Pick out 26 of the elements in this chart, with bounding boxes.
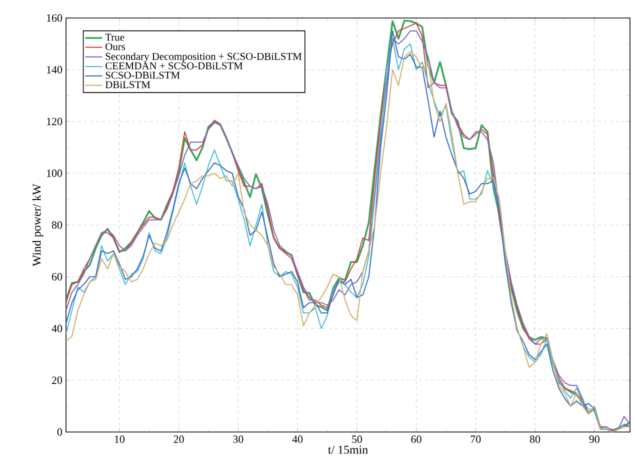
y-tick-label: 100 — [47, 170, 62, 177]
x-tick-label: 10 — [114, 436, 124, 443]
y-tick-label: 140 — [47, 66, 62, 74]
x-tick-label: 80 — [530, 436, 540, 443]
legend-label: Secondary Decomposition + SCSO-DBiLSTM — [106, 52, 302, 62]
x-tick-label: 50 — [352, 436, 362, 443]
y-tick-label: 60 — [52, 273, 62, 280]
y-tick-label: 40 — [52, 324, 62, 332]
y-tick-label: 20 — [52, 376, 62, 384]
legend-label: CEEMDAN + SCSO-DBiLSTM — [106, 62, 243, 70]
x-tick-label: 90 — [589, 436, 600, 443]
x-tick-label: 30 — [233, 436, 244, 443]
y-axis-title: Wind power/ kW — [32, 184, 44, 266]
legend-label: Ours — [106, 43, 126, 50]
legend-label: SCSO-DBiLSTM — [106, 72, 180, 79]
y-tick-label: 80 — [52, 221, 62, 229]
x-tick-label: 20 — [174, 436, 184, 443]
y-tick-label: 160 — [47, 14, 62, 22]
legend-label: True — [105, 34, 124, 41]
x-axis-title: t/ 15min — [328, 446, 368, 454]
legend-label: DBiLSTM — [105, 81, 150, 88]
y-tick-label: 120 — [47, 118, 62, 126]
x-tick-label: 70 — [470, 436, 481, 443]
x-tick-label: 40 — [292, 436, 303, 443]
y-tick-label: 0 — [57, 428, 62, 436]
x-tick-label: 60 — [411, 436, 422, 443]
